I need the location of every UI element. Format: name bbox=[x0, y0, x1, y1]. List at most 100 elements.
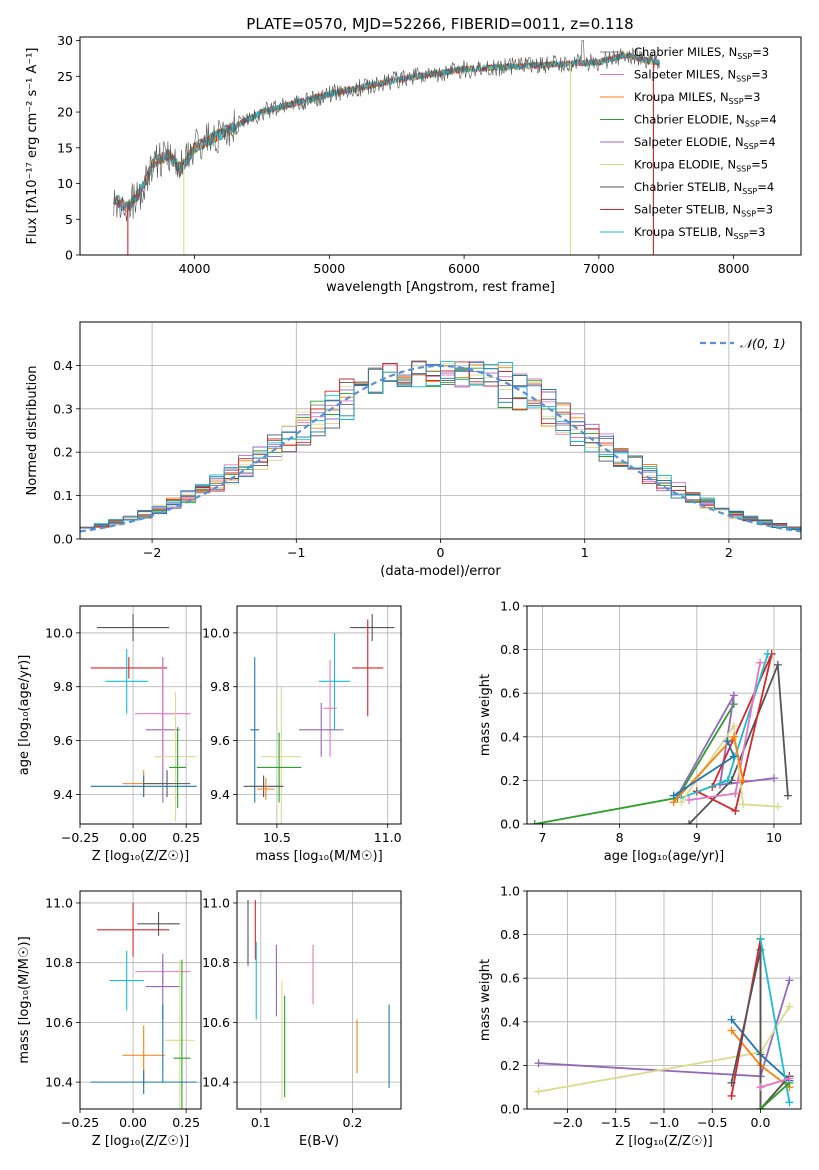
x-tick-label: 2 bbox=[725, 545, 733, 560]
weight-series-line bbox=[730, 949, 791, 1109]
weight-series-line bbox=[759, 938, 791, 1103]
x-axis-label: Z [log₁₀(Z/Z☉)] bbox=[92, 1134, 189, 1149]
x-axis-label: Z [log₁₀(Z/Z☉)] bbox=[615, 1134, 712, 1149]
weight-series-line bbox=[534, 703, 735, 824]
weight-series-line bbox=[676, 694, 775, 797]
x-tick-label: 8 bbox=[616, 830, 624, 845]
legend-entry: Chabrier STELIB, NSSP=4 bbox=[634, 180, 774, 196]
x-tick-label: 7 bbox=[538, 830, 546, 845]
y-tick-label: 11.0 bbox=[202, 895, 230, 910]
y-tick-label: 0.6 bbox=[500, 971, 520, 986]
y-tick-label: 0.1 bbox=[53, 488, 73, 503]
y-tick-label: 10.6 bbox=[202, 1015, 230, 1030]
y-tick-label: 0.2 bbox=[500, 1058, 520, 1073]
y-tick-label: 10.8 bbox=[202, 955, 230, 970]
y-axis-label: mass weight bbox=[478, 674, 493, 756]
panel-residuals: −2 −1 0 1 2 0.0 0.1 0.2 0.3 0.4 (data-model)/error… bbox=[25, 321, 802, 579]
axes-frame bbox=[79, 36, 802, 256]
legend-entry: 𝒩(0, 1) bbox=[740, 336, 786, 351]
x-tick-label: 0.0 bbox=[751, 1115, 771, 1130]
legend-entry: Kroupa ELODIE, NSSP=5 bbox=[634, 158, 768, 174]
panel-Z_vs_mass: −0.25 0.00 0.25 10.4 10.6 10.8 11.0 Z [log₁₀(Z/… bbox=[17, 890, 202, 1149]
data-point-marker bbox=[763, 649, 772, 658]
plot-area-age_vs_weight bbox=[530, 649, 792, 824]
data-point-marker bbox=[727, 1026, 736, 1035]
y-axis-label: age [log₁₀(age/yr)] bbox=[17, 655, 32, 776]
y-tick-label: 0.0 bbox=[53, 532, 73, 547]
x-tick-label: 0.25 bbox=[172, 830, 200, 845]
x-tick-label: 10 bbox=[766, 830, 782, 845]
x-tick-label: 5000 bbox=[313, 261, 345, 276]
figure-title: PLATE=0570, MJD=52266, FIBERID=0011, z=0… bbox=[246, 15, 633, 33]
data-point-marker bbox=[534, 1087, 543, 1096]
panel-Z_vs_age: −0.25 0.00 0.25 9.4 9.6 9.8 10.0 Z [log₁₀(Z/Z☉)… bbox=[17, 605, 202, 864]
x-axis-label: age [log₁₀(age/yr)] bbox=[604, 849, 725, 864]
x-tick-label: −1 bbox=[287, 545, 305, 560]
y-tick-label: 10.0 bbox=[202, 625, 230, 640]
panel-Z_vs_weight: −2.0 −1.5 −1.0 −0.5 0.0 0.0 0.2 0.4 0.6 0.8 1.0 Z [… bbox=[478, 884, 802, 1149]
y-tick-label: 10.8 bbox=[45, 955, 73, 970]
plot-area-Z_vs_mass bbox=[90, 902, 197, 1109]
panel-spectrum: 4000 5000 6000 7000 8000 0 5 10 15 20 25 30 waveleng… bbox=[25, 33, 802, 295]
legend-entry: Salpeter MILES, NSSP=3 bbox=[634, 68, 768, 84]
x-tick-label: −2.0 bbox=[552, 1115, 582, 1130]
y-axis-label: mass [log₁₀(M/M☉)] bbox=[17, 936, 32, 1063]
x-tick-label: 7000 bbox=[583, 261, 615, 276]
legend-entry: Salpeter STELIB, NSSP=3 bbox=[634, 203, 773, 219]
y-tick-label: 1.0 bbox=[500, 884, 520, 899]
x-tick-label: −0.5 bbox=[697, 1115, 727, 1130]
x-tick-label: 0.00 bbox=[119, 830, 147, 845]
x-tick-label: 0.25 bbox=[172, 1115, 200, 1130]
data-point-marker bbox=[727, 1015, 736, 1024]
y-tick-label: 11.0 bbox=[45, 895, 73, 910]
data-point-marker bbox=[756, 658, 765, 667]
spectrum-series-line bbox=[113, 40, 660, 222]
plot-area-residuals bbox=[80, 360, 801, 533]
y-tick-label: 10.6 bbox=[45, 1015, 73, 1030]
y-tick-label: 9.4 bbox=[210, 787, 230, 802]
data-point-marker bbox=[773, 660, 782, 669]
data-point-marker bbox=[739, 800, 748, 809]
data-point-marker bbox=[785, 976, 794, 985]
x-tick-label: 1 bbox=[581, 545, 589, 560]
spectrum-series-line bbox=[113, 51, 660, 211]
axes-frame bbox=[79, 890, 202, 1110]
data-point-marker bbox=[669, 791, 678, 800]
y-tick-label: 10.4 bbox=[45, 1075, 73, 1090]
data-point-marker bbox=[756, 1083, 765, 1092]
y-tick-label: 0.4 bbox=[53, 358, 73, 373]
x-tick-label: 8000 bbox=[718, 261, 750, 276]
data-point-marker bbox=[739, 776, 748, 785]
spectrum-series-line bbox=[113, 52, 660, 211]
data-point-marker bbox=[731, 806, 740, 815]
data-point-marker bbox=[685, 820, 694, 824]
x-tick-label: 6000 bbox=[448, 261, 480, 276]
x-tick-label: 10.5 bbox=[263, 830, 291, 845]
y-tick-label: 10.0 bbox=[45, 625, 73, 640]
x-tick-label: −0.25 bbox=[61, 1115, 99, 1130]
y-tick-label: 9.8 bbox=[210, 679, 230, 694]
axes-frame bbox=[79, 605, 202, 825]
y-tick-label: 10 bbox=[57, 176, 73, 191]
x-tick-label: 4000 bbox=[179, 261, 211, 276]
data-point-marker bbox=[723, 776, 732, 785]
y-axis-label: Flux [fλ10⁻¹⁷ erg cm⁻² s⁻¹ A⁻¹] bbox=[25, 48, 40, 245]
data-point-marker bbox=[677, 798, 686, 807]
y-tick-label: 30 bbox=[57, 33, 73, 48]
x-tick-label: 0.00 bbox=[119, 1115, 147, 1130]
y-tick-label: 25 bbox=[57, 69, 73, 84]
data-point-marker bbox=[783, 791, 792, 800]
y-axis-label: Normed distribution bbox=[25, 366, 40, 496]
x-axis-label: E(B-V) bbox=[299, 1134, 339, 1149]
x-tick-label: 0 bbox=[437, 545, 445, 560]
plot-area-Z_vs_weight bbox=[534, 934, 794, 1109]
x-tick-label: 0.1 bbox=[251, 1115, 271, 1130]
axes-frame bbox=[236, 605, 402, 825]
data-point-marker bbox=[530, 820, 539, 824]
x-tick-label: −2 bbox=[143, 545, 161, 560]
x-axis-label: (data-model)/error bbox=[380, 564, 501, 579]
y-tick-label: 0.8 bbox=[500, 642, 520, 657]
x-tick-label: 0.2 bbox=[342, 1115, 362, 1130]
data-point-marker bbox=[756, 1105, 765, 1109]
